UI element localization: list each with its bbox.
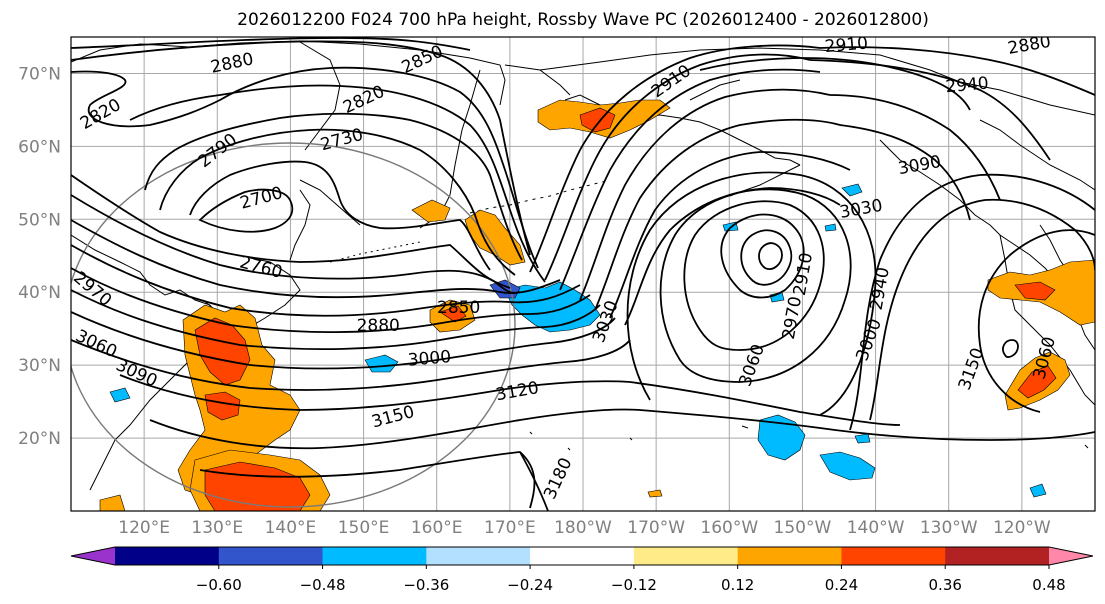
contour-label-text: 2880 [357,316,400,336]
shaded-region [1014,281,1056,301]
shaded-region [99,494,126,511]
shaded-region [757,414,806,461]
colorbar-tick-label: 0.24 [825,576,858,594]
colorbar-tick-label: −0.12 [611,576,657,594]
colorbar-segment [530,547,635,565]
colorbar-segment [426,547,531,565]
latitude-label: 30°N [18,356,61,376]
colorbar-segment [841,547,946,565]
shaded-region [647,489,663,498]
longitude-label: 150°W [774,518,832,538]
contour-label-text: 2910 [824,33,869,57]
colorbar-tick-label: −0.48 [300,576,346,594]
colorbar: −0.60 −0.48 −0.36 −0.24 −0.12 0.12 0.24 0.36 0.4… [70,546,1094,594]
shaded-region [854,433,871,444]
colorbar-segment [322,547,427,565]
colorbar-tick-label: −0.60 [196,576,242,594]
shaded-region [1017,365,1057,399]
map-frame [70,36,1096,512]
shaded-region [194,317,251,386]
figure-title: 2026012200 F024 700 hPa height, Rossby W… [237,10,929,30]
longitude-label: 130°E [191,518,243,538]
colorbar-tick-label: −0.36 [403,576,449,594]
shaded-region [464,209,526,266]
colorbar-segment [218,547,324,565]
longitude-label: 180°W [554,518,612,538]
contour-label-text: 2940 [945,74,990,98]
colorbar-tick-label: 0.48 [1032,576,1065,594]
latitude-label: 60°N [18,137,61,157]
latitude-label: 50°N [18,210,61,230]
height-contours [71,37,1095,511]
colorbar-tick-label: −0.24 [507,576,553,594]
rossby-wave-pc-shading [99,99,1095,511]
contour-label: 3000 [407,347,452,371]
contour-label-text: 3000 [407,347,452,371]
colorbar-extend-min [71,547,115,565]
latitude-label: 40°N [18,283,61,303]
colorbar-tick-label: 0.36 [929,576,962,594]
longitude-label: 140°W [847,518,905,538]
latitude-label: 20°N [18,429,61,449]
longitude-label: 150°E [338,518,390,538]
longitude-label: 120°W [993,518,1051,538]
colorbar-segment [737,547,842,565]
shaded-region [1029,483,1047,498]
shaded-region [439,305,467,323]
colorbar-segment [115,547,220,565]
colorbar-tick-label: 0.12 [721,576,754,594]
shaded-region [109,387,131,403]
contour-label: 2940 [945,74,990,98]
axis-labels: 120°E 130°E 140°E 150°E 160°E 170°E 180°W 170°W… [18,64,1051,538]
projection-circle [71,142,516,508]
shaded-region [411,199,451,223]
longitude-label: 170°W [627,518,685,538]
contour-label: 2850 [437,298,480,318]
shaded-region [824,223,837,232]
longitude-label: 140°E [265,518,317,538]
contour-label-text: 2850 [437,298,480,318]
shaded-region [204,391,241,421]
colorbar-segment [945,547,1050,565]
colorbar-extend-max [1049,547,1093,565]
latitude-label: 70°N [18,64,61,84]
contour-label: 2880 [357,316,400,336]
longitude-label: 160°W [700,518,758,538]
longitude-label: 170°E [484,518,536,538]
shaded-region [819,451,876,481]
longitude-label: 160°E [411,518,463,538]
contour-label: 2910 [824,33,869,57]
longitude-label: 120°E [118,518,170,538]
shaded-region [841,183,863,197]
longitude-label: 130°W [920,518,978,538]
colorbar-segment [633,547,739,565]
